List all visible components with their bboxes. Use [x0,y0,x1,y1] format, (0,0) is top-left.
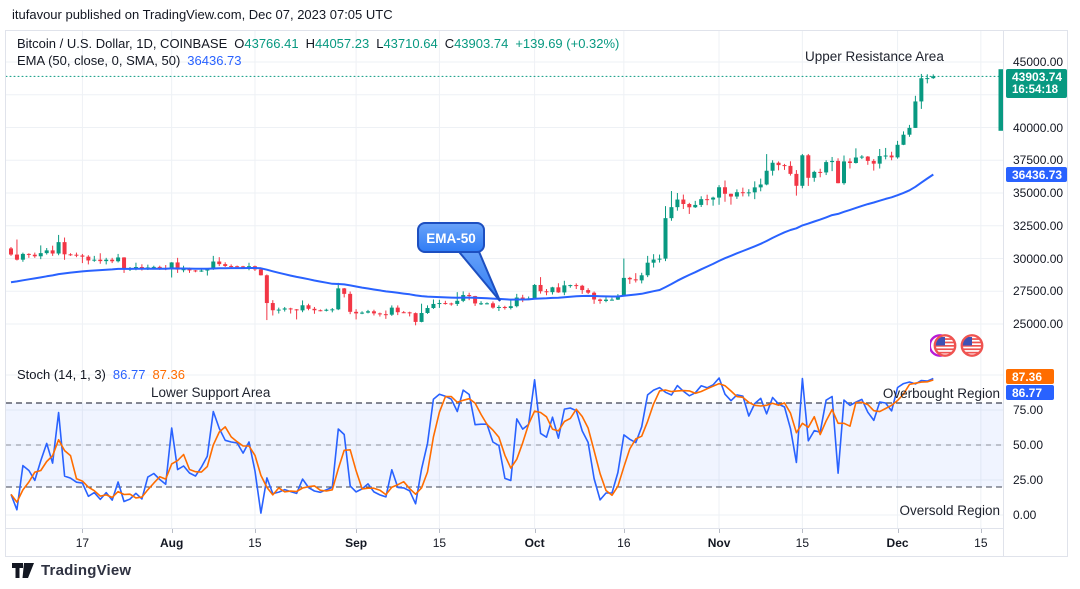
time-axis-label: 15 [974,536,988,550]
bar-countdown: 16:54:18 [1012,83,1059,96]
price-axis[interactable]: 43903.74 16:54:18 36436.73 87.36 86.77 4… [1003,31,1069,556]
event-flags [928,332,998,364]
price-axis-label: 25000.00 [1013,317,1064,331]
us-flag-event-icon[interactable] [928,334,957,357]
tradingview-logo-icon[interactable] [12,562,34,579]
time-axis-label: 16 [617,536,631,550]
time-axis-label: Dec [886,536,909,550]
last-price-badge: 43903.74 16:54:18 [1006,69,1067,98]
price-axis-label: 27500.00 [1013,284,1064,299]
stoch-d-legend-value: 87.36 [152,367,185,382]
tradingview-brand-text[interactable]: TradingView [41,562,132,579]
price-chart-canvas[interactable] [6,31,1003,359]
main-price-pane[interactable]: Bitcoin / U.S. Dollar, 1D, COINBASE O 437… [6,31,1003,359]
ohlc-open: O 43766.41 [234,36,299,51]
ema-legend-name: EMA (50, close, 0, SMA, 50) [17,53,181,68]
time-tick-mark [534,529,536,533]
ohlc-close: C 43903.74 [444,36,509,51]
ema-callout[interactable]: EMA-50 [411,221,506,312]
oversold-region-label[interactable]: Oversold Region [899,503,1000,518]
time-tick-mark [623,529,625,533]
time-tick-mark [802,529,804,533]
stoch-axis-label: 0.00 [1013,508,1037,522]
change-value: +139.69 (+0.32%) [515,36,620,51]
time-axis-label: Nov [707,536,731,550]
time-axis-label: 15 [432,536,447,550]
price-axis-label: 32500.00 [1013,218,1064,233]
stoch-axis-label: 50.00 [1013,438,1044,452]
time-axis-label: 15 [248,536,262,550]
time-axis-label: Aug [159,536,184,550]
stoch-legend: Stoch (14, 1, 3) 86.77 87.36 [17,366,185,383]
stoch-d-line [10,379,934,503]
ema-value-badge: 36436.73 [1006,167,1067,182]
partial-next-bar [998,69,1003,131]
lower-support-label[interactable]: Lower Support Area [151,385,271,400]
stochastic-canvas[interactable] [6,359,1003,528]
stoch-d-badge: 87.36 [1006,369,1054,384]
stoch-k-legend-value: 86.77 [112,367,146,382]
stoch-legend-name: Stoch (14, 1, 3) [17,367,106,382]
ohlc-high: H 44057.23 [305,36,370,51]
time-axis-label: Oct [524,536,545,550]
price-axis-label: 35000.00 [1013,186,1064,200]
time-tick-mark [719,529,721,533]
time-axis-label: 15 [795,536,810,550]
time-axis-label: 17 [75,536,90,550]
chart-frame: Bitcoin / U.S. Dollar, 1D, COINBASE O 437… [5,30,1068,557]
upper-resistance-label[interactable]: Upper Resistance Area [805,49,944,64]
time-tick-mark [171,529,173,533]
time-tick-mark [980,529,982,533]
attribution-text: itufavour published on TradingView.com, … [12,7,393,22]
time-axis[interactable]: 17 Aug 15 Sep 15 Oct 16 Nov 15 Dec 15 [6,528,1003,557]
symbol-legend: Bitcoin / U.S. Dollar, 1D, COINBASE O 437… [17,35,619,69]
stoch-axis-label: 75.00 [1013,403,1044,417]
time-tick-mark [439,529,441,533]
callout-text: EMA-50 [426,231,476,246]
ema-legend-value: 36436.73 [187,53,242,68]
time-tick-mark [254,529,256,533]
time-tick-mark [356,529,358,533]
time-axis-label: Sep [345,536,368,550]
price-axis-label: 40000.00 [1013,120,1064,135]
price-axis-label: 45000.00 [1013,55,1064,69]
ema-line [10,173,934,301]
footer: TradingView [12,562,131,579]
stoch-axis-label: 25.00 [1013,473,1044,487]
ohlc-low: L 43710.64 [376,36,438,51]
time-tick-mark [897,529,899,533]
price-axis-label: 30000.00 [1013,251,1064,266]
callout-tail [452,246,501,302]
stochastic-pane[interactable]: Stoch (14, 1, 3) 86.77 87.36 Lower Suppo… [6,359,1003,528]
stoch-k-badge: 86.77 [1006,385,1054,400]
symbol-title: Bitcoin / U.S. Dollar, 1D, COINBASE [17,36,228,51]
overbought-region-label[interactable]: Overbought Region [882,386,1000,401]
callout-bubble [417,222,485,253]
us-flag-event-icon[interactable] [960,334,984,357]
time-tick-mark [82,529,84,533]
price-axis-label: 37500.00 [1013,153,1064,168]
